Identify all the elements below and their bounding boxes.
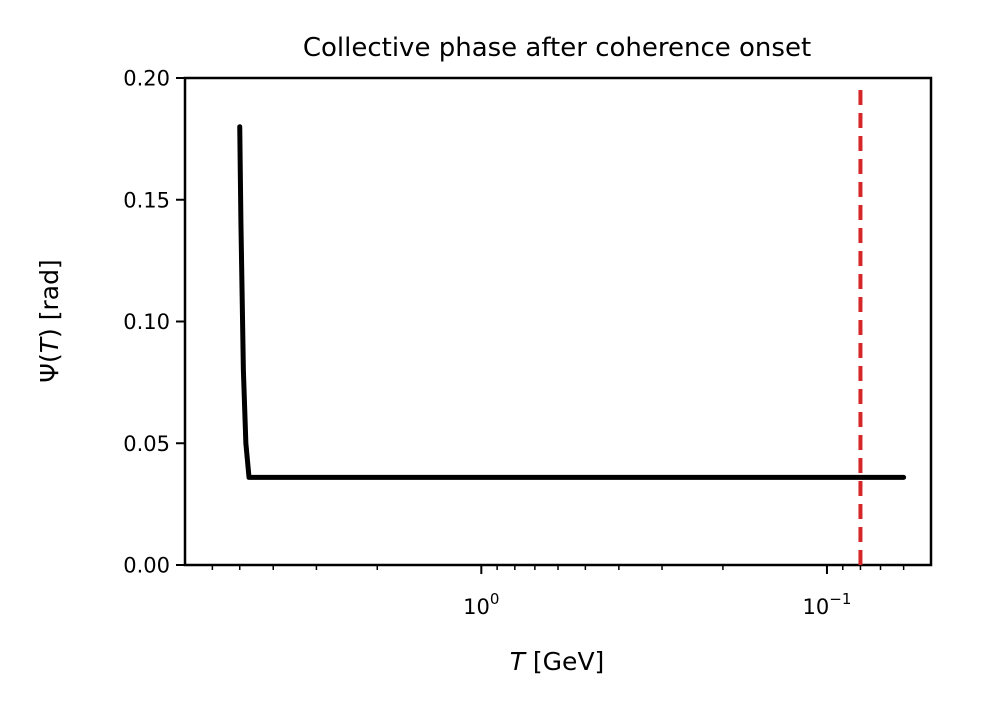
x-tick-exponent: −1 (829, 590, 851, 608)
x-axis-label: T [GeV] (510, 647, 605, 676)
x-tick-base: 10 (463, 595, 490, 619)
y-tick-label: 0.00 (123, 554, 170, 578)
y-axis-label-suffix: ) [rad] (35, 259, 64, 338)
y-axis-label-prefix: Ψ( (35, 353, 64, 382)
y-tick-label: 0.05 (123, 432, 170, 456)
plot-frame (183, 76, 933, 567)
chart-title: Collective phase after coherence onset (303, 33, 811, 63)
y-tick-label: 0.15 (123, 188, 170, 212)
y-tick-label: 0.10 (123, 310, 170, 334)
x-tick-label: 100 (463, 590, 499, 619)
x-axis-label-unit: [GeV] (525, 647, 604, 676)
y-axis-label: Ψ(T) [rad] (35, 259, 64, 382)
y-tick-label: 0.20 (123, 67, 170, 91)
plot-area: 0.000.050.100.150.20 100 10−1 (123, 67, 933, 619)
x-tick-label: 10−1 (803, 590, 852, 619)
series-layer (237, 124, 907, 480)
series-line-0 (237, 124, 907, 480)
x-axis-label-var: T (510, 647, 527, 676)
y-axis: 0.00 0.05 0.10 0.15 0.20 (123, 67, 185, 578)
x-tick-exponent: 0 (490, 590, 500, 608)
y-axis-label-var: T (35, 336, 64, 353)
x-axis: 100 10−1 (211, 565, 905, 619)
x-tick-base: 10 (803, 595, 830, 619)
